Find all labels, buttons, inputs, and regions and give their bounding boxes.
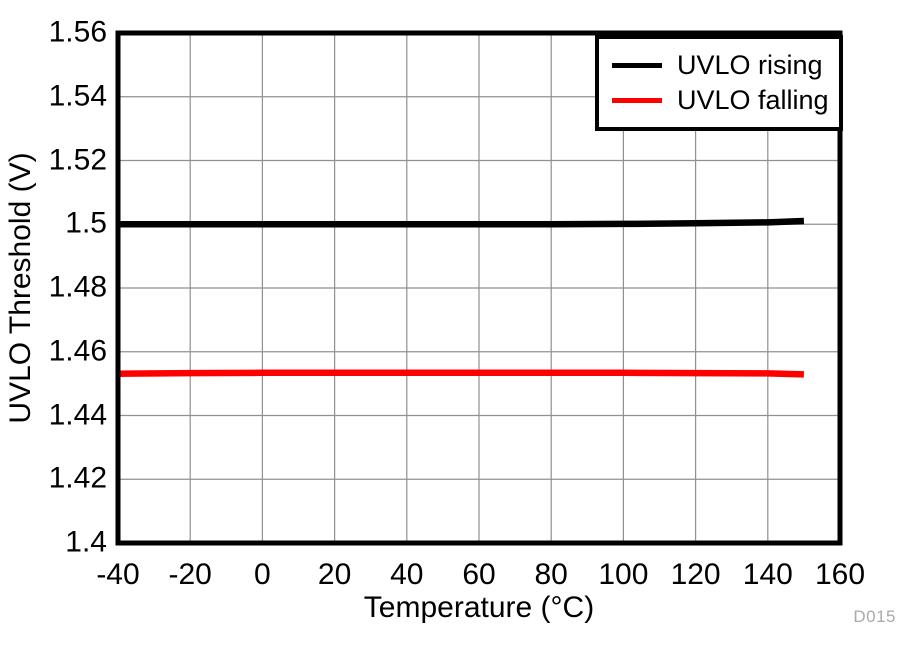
plot-frame [115,30,843,546]
y-tick-label: 1.54 [48,79,107,113]
x-tick-label: 0 [254,558,271,591]
x-tick-label: 160 [814,558,866,591]
x-tick-label: 20 [317,558,352,591]
y-tick-label: 1.52 [48,143,107,177]
y-tick-label: 1.48 [48,270,107,304]
y-tick-label: 1.44 [48,398,107,432]
x-axis-label: Temperature (°C) [363,591,595,624]
x-tick-label: 100 [598,558,649,591]
y-tick-label: 1.46 [48,334,107,368]
y-tick-label: 1.5 [65,206,107,240]
x-tick-label: 60 [462,558,496,591]
x-tick-label: 40 [390,558,424,591]
series-line-uvlo-rising [118,217,805,228]
x-tick-label: 140 [742,558,793,591]
legend-item-uvlo-rising: UVLO rising [599,51,839,81]
x-tick-label: 80 [534,558,568,591]
y-tick-label: 1.4 [65,525,107,559]
x-tick-label: -40 [96,558,140,591]
series-line-uvlo-falling [117,369,804,378]
legend-line-sample-rising [612,63,662,68]
legend-label-rising: UVLO rising [677,50,823,80]
legend: UVLO rising UVLO falling [595,35,843,131]
y-tick-label: 1.56 [48,15,107,49]
legend-label-falling: UVLO falling [677,85,829,115]
y-axis-label: UVLO Threshold (V) [4,152,37,424]
watermark: D015 [853,607,896,626]
x-tick-label: -20 [168,558,212,591]
legend-line-sample-falling [612,98,662,103]
y-tick-label: 1.42 [48,461,107,495]
x-tick-label: 120 [670,558,721,591]
legend-item-uvlo-falling: UVLO falling [599,86,839,116]
